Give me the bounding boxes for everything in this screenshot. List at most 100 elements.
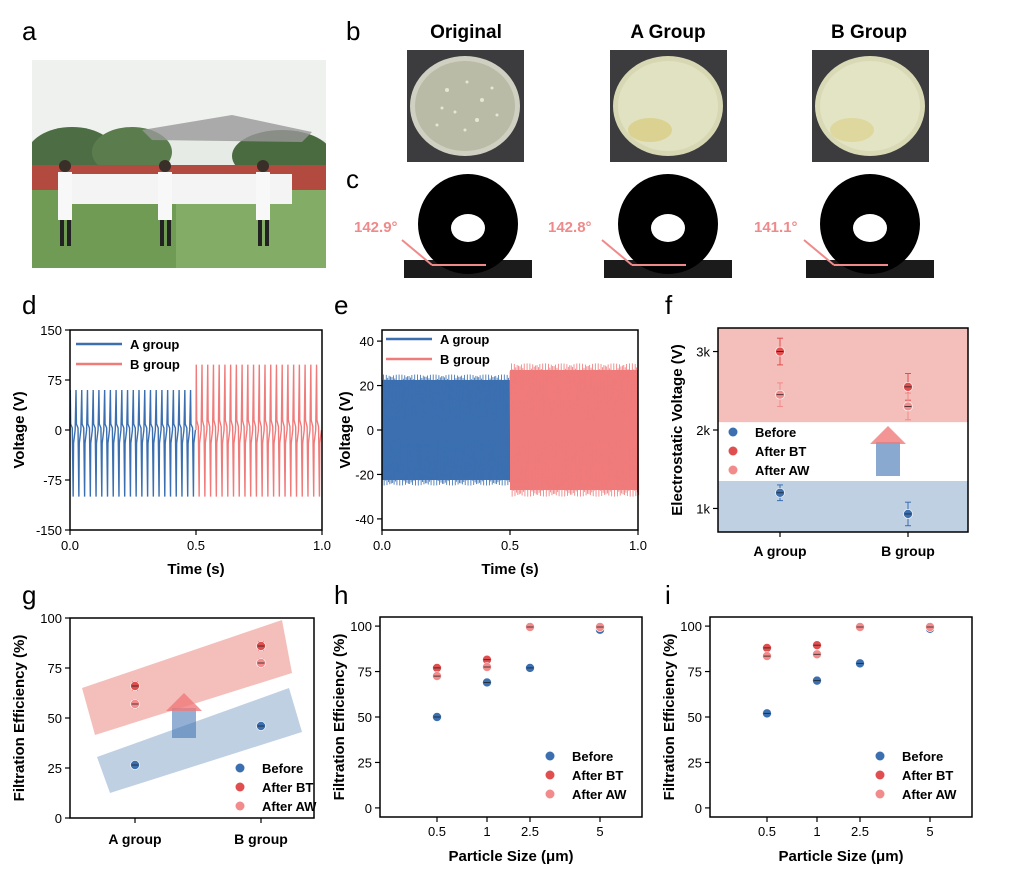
arrow-icon [166, 693, 202, 711]
y-tick-label: 0 [55, 811, 62, 826]
y-tick-label: -40 [355, 512, 374, 527]
panel-label-h: h [334, 580, 349, 610]
x-category-label: B group [234, 831, 288, 847]
y-tick-label: 75 [48, 373, 62, 388]
y-axis-label: Filtration Efficiency (%) [661, 634, 678, 801]
x-tick-label: 0.0 [61, 538, 79, 553]
y-tick-label: 50 [48, 711, 62, 726]
legend-label: After AW [902, 787, 957, 802]
chart-g-filtration-efficiency: 100 75 50 25 0 Filtration Efficiency (%) A gro… [11, 611, 317, 847]
panel-label-g: g [22, 580, 37, 610]
red-band [718, 328, 968, 423]
y-tick-label: 20 [360, 379, 374, 394]
y-tick-label: 50 [688, 710, 702, 725]
y-tick-label: 0 [365, 801, 372, 816]
chart-i-filtration-efficiency: 100 75 50 25 0 Filtration Efficiency (%) 0.5 1 2… [661, 616, 973, 865]
x-axis-label: Particle Size (μm) [778, 848, 903, 865]
y-tick-label: 75 [48, 661, 62, 676]
legend-marker [545, 751, 555, 761]
x-axis-label: Particle Size (μm) [448, 848, 573, 865]
contact-angle-1: 142.9° [354, 219, 398, 236]
y-tick-label: 50 [358, 710, 372, 725]
legend-marker [545, 789, 555, 799]
blue-band [97, 688, 302, 793]
y-tick-label: 0 [55, 423, 62, 438]
y-tick-label: 25 [688, 755, 702, 770]
series-line-b-group [509, 363, 640, 497]
x-tick-label: 5 [596, 824, 603, 839]
panel-label-f: f [665, 290, 673, 320]
droplet-1: 142.9° [354, 174, 532, 278]
legend-label: Before [902, 749, 943, 764]
panel-label-b: b [346, 16, 361, 46]
y-tick-label: 100 [40, 611, 62, 626]
legend-marker [728, 427, 738, 437]
field-photo [32, 60, 326, 268]
series-line-b-group [195, 364, 323, 497]
y-axis-label: Filtration Efficiency (%) [331, 634, 348, 801]
panel-label-c: c [346, 164, 359, 194]
y-axis-label: Filtration Efficiency (%) [11, 635, 28, 802]
y-tick-label: 1k [696, 501, 710, 516]
x-tick-label: 0.5 [501, 538, 519, 553]
blue-band [718, 481, 968, 532]
legend-marker [545, 770, 555, 780]
y-tick-label: -75 [43, 473, 62, 488]
legend-marker [235, 763, 245, 773]
legend-label: A group [130, 337, 179, 352]
droplet-2: 142.8° [548, 174, 732, 278]
x-axis-label: Time (s) [167, 561, 224, 578]
legend-marker [728, 446, 738, 456]
x-category-label: A group [108, 831, 161, 847]
y-tick-label: 0 [367, 423, 374, 438]
legend-label: B group [440, 352, 490, 367]
y-tick-label: 75 [358, 665, 372, 680]
chart-e-voltage-time: 40 20 0 -20 -40 Voltage (V) 0.0 0.5 1.0 Time (s) A… [337, 329, 647, 578]
y-tick-label: -150 [36, 523, 62, 538]
y-tick-label: 75 [688, 665, 702, 680]
legend-label: After BT [755, 444, 806, 459]
petri-dish-original [407, 50, 524, 162]
y-tick-label: -20 [355, 467, 374, 482]
petri-title-b-group: B Group [831, 22, 907, 43]
petri-title-original: Original [430, 22, 502, 43]
y-axis-label: Voltage (V) [337, 391, 354, 468]
contact-angle-2: 142.8° [548, 219, 592, 236]
legend-label: After BT [262, 780, 313, 795]
x-tick-label: 2.5 [521, 824, 539, 839]
series-line-a-group [381, 374, 512, 486]
plot-frame [717, 327, 969, 533]
legend-label: After AW [755, 463, 810, 478]
legend-marker [728, 465, 738, 475]
legend-label: After BT [572, 768, 623, 783]
y-tick-label: 0 [695, 801, 702, 816]
chart-h-filtration-efficiency: 100 75 50 25 0 Filtration Efficiency (%) 0.5 1 2… [331, 616, 643, 865]
x-tick-label: 5 [926, 824, 933, 839]
y-tick-label: 25 [358, 755, 372, 770]
chart-d-voltage-time: 150 75 0 -75 -150 Voltage (V) 0.0 0.5 1.0 Time (s… [11, 323, 331, 578]
contact-angle-row: 142.9° 142.8° 141.1° [354, 174, 934, 278]
legend-marker [875, 751, 885, 761]
legend-marker [875, 789, 885, 799]
y-axis-label: Voltage (V) [11, 391, 28, 468]
x-category-label: B group [881, 543, 935, 559]
legend-label: After AW [572, 787, 627, 802]
y-tick-label: 25 [48, 761, 62, 776]
legend-marker [875, 770, 885, 780]
y-tick-label: 100 [350, 619, 372, 634]
y-tick-label: 40 [360, 334, 374, 349]
x-tick-label: 1.0 [313, 538, 331, 553]
petri-dish-a-group [610, 50, 727, 162]
legend-label: After BT [902, 768, 953, 783]
y-tick-label: 100 [680, 619, 702, 634]
contact-angle-3: 141.1° [754, 219, 798, 236]
x-tick-label: 0.5 [758, 824, 776, 839]
series-line-a-group [69, 389, 197, 497]
x-tick-label: 1 [813, 824, 820, 839]
plot-frame [69, 617, 315, 819]
x-tick-label: 1.0 [629, 538, 647, 553]
panel-label-a: a [22, 16, 37, 46]
plot-frame [709, 616, 973, 818]
panel-label-i: i [665, 580, 671, 610]
y-tick-label: 2k [696, 423, 710, 438]
